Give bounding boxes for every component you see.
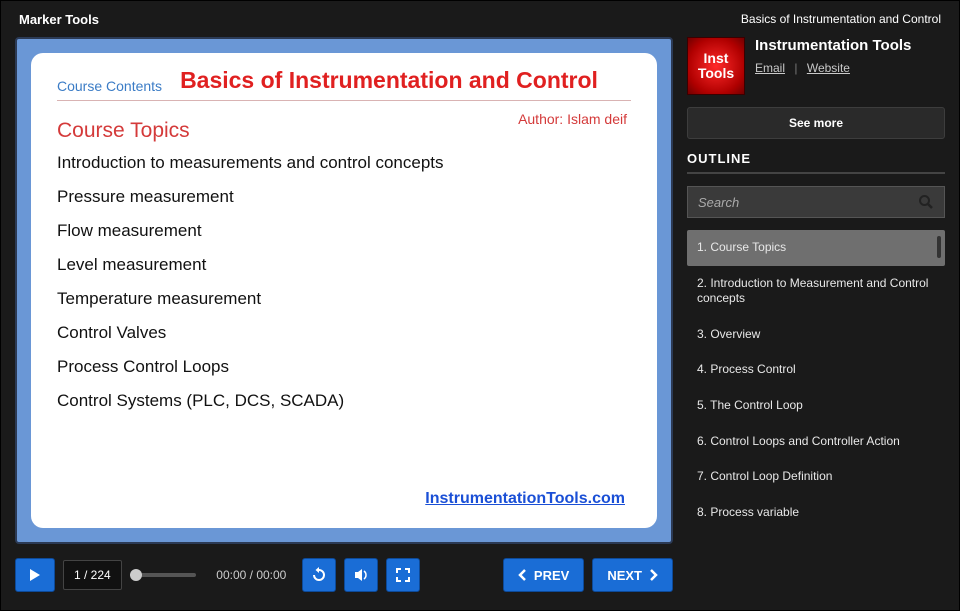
- volume-icon: [353, 567, 369, 583]
- outline-list: 1. Course Topics 2. Introduction to Meas…: [687, 230, 945, 596]
- app-frame: Marker Tools Basics of Instrumentation a…: [0, 0, 960, 611]
- next-label: NEXT: [607, 568, 642, 583]
- prev-label: PREV: [534, 568, 569, 583]
- link-separator: |: [794, 61, 797, 75]
- topic-item: Process Control Loops: [57, 357, 631, 377]
- outline-item[interactable]: 3. Overview: [687, 317, 945, 353]
- outline-item[interactable]: 1. Course Topics: [687, 230, 945, 266]
- email-link[interactable]: Email: [755, 61, 785, 75]
- topics-list: Introduction to measurements and control…: [57, 153, 631, 411]
- play-button[interactable]: [15, 558, 55, 592]
- see-more-button[interactable]: See more: [687, 107, 945, 139]
- top-bar: Marker Tools Basics of Instrumentation a…: [1, 1, 959, 37]
- topic-item: Flow measurement: [57, 221, 631, 241]
- topic-item: Level measurement: [57, 255, 631, 275]
- chevron-left-icon: [518, 569, 528, 581]
- brand-logo-text: Inst Tools: [698, 51, 734, 82]
- player-controls: 1 / 224 00:00 / 00:00 PREV NE: [15, 554, 673, 596]
- brand-meta: Instrumentation Tools Email | Website: [755, 37, 945, 95]
- course-contents-label: Course Contents: [57, 78, 162, 94]
- topic-item: Control Valves: [57, 323, 631, 343]
- page-indicator: 1 / 224: [63, 560, 122, 590]
- volume-button[interactable]: [344, 558, 378, 592]
- topbar-left-title: Marker Tools: [19, 12, 99, 27]
- replay-icon: [311, 567, 327, 583]
- topic-item: Control Systems (PLC, DCS, SCADA): [57, 391, 631, 411]
- slide-area: Course Contents Basics of Instrumentatio…: [15, 37, 673, 544]
- outline-item[interactable]: 7. Control Loop Definition: [687, 459, 945, 495]
- topbar-right-title: Basics of Instrumentation and Control: [741, 12, 941, 26]
- topic-item: Pressure measurement: [57, 187, 631, 207]
- brand-logo: Inst Tools: [687, 37, 745, 95]
- search-icon: [918, 194, 934, 210]
- prev-button[interactable]: PREV: [503, 558, 584, 592]
- outline-item[interactable]: 2. Introduction to Measurement and Contr…: [687, 266, 945, 317]
- author-label: Author: Islam deif: [518, 111, 627, 127]
- time-indicator: 00:00 / 00:00: [216, 568, 286, 582]
- sidebar: Inst Tools Instrumentation Tools Email |…: [687, 37, 945, 596]
- expand-icon: [396, 568, 410, 582]
- seek-bar[interactable]: [130, 573, 197, 577]
- outline-item[interactable]: 4. Process Control: [687, 352, 945, 388]
- brand-links: Email | Website: [755, 61, 945, 75]
- search-placeholder: Search: [698, 195, 918, 210]
- outline-heading: OUTLINE: [687, 151, 945, 174]
- play-icon: [28, 568, 42, 582]
- chevron-right-icon: [648, 569, 658, 581]
- fullscreen-button[interactable]: [386, 558, 420, 592]
- slide-title: Basics of Instrumentation and Control: [180, 67, 598, 94]
- left-column: Course Contents Basics of Instrumentatio…: [15, 37, 673, 596]
- outline-item[interactable]: 6. Control Loops and Controller Action: [687, 424, 945, 460]
- site-link[interactable]: InstrumentationTools.com: [425, 490, 625, 508]
- main-body: Course Contents Basics of Instrumentatio…: [1, 37, 959, 610]
- slide: Course Contents Basics of Instrumentatio…: [31, 53, 657, 528]
- search-input[interactable]: Search: [687, 186, 945, 218]
- slide-header: Course Contents Basics of Instrumentatio…: [57, 67, 631, 101]
- topic-item: Introduction to measurements and control…: [57, 153, 631, 173]
- brand-box: Inst Tools Instrumentation Tools Email |…: [687, 37, 945, 95]
- replay-button[interactable]: [302, 558, 336, 592]
- topic-item: Temperature measurement: [57, 289, 631, 309]
- next-button[interactable]: NEXT: [592, 558, 673, 592]
- outline-item[interactable]: 8. Process variable: [687, 495, 945, 531]
- outline-item[interactable]: 5. The Control Loop: [687, 388, 945, 424]
- brand-title: Instrumentation Tools: [755, 37, 945, 55]
- website-link[interactable]: Website: [807, 61, 850, 75]
